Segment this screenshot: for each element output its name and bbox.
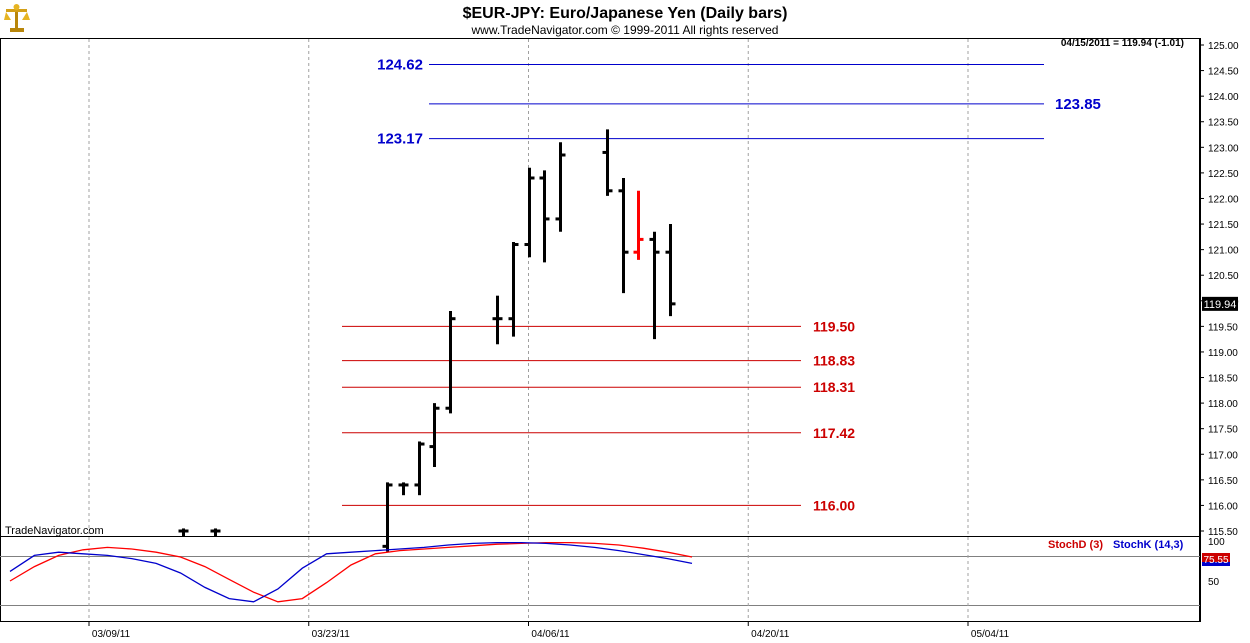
y-tick-label: 116.00 — [1208, 501, 1238, 512]
ohlc-bar — [382, 482, 393, 552]
ohlc-bar — [492, 295, 503, 345]
scales-icon — [4, 4, 30, 32]
y-tick-label: 119.00 — [1208, 348, 1238, 359]
ohlc-bar — [649, 231, 660, 340]
y-tick-label: 123.50 — [1208, 118, 1239, 129]
y-tick-label: 118.00 — [1208, 399, 1238, 410]
level-label: 124.62 — [377, 56, 423, 73]
level-label: 117.42 — [813, 425, 855, 441]
ohlc-bar — [398, 482, 409, 496]
chart-title: $EUR-JPY: Euro/Japanese Yen (Daily bars) — [463, 5, 788, 22]
stoch-d-line — [9, 541, 693, 603]
ohlc-bar — [445, 311, 456, 414]
y-tick-label: 120.50 — [1208, 271, 1239, 282]
y-tick-label: 117.50 — [1208, 425, 1238, 436]
ohlc-bar — [508, 241, 519, 337]
info-readout: 04/15/2011 = 119.94 (-1.01) — [1061, 38, 1184, 49]
y-tick-label: 124.00 — [1208, 92, 1239, 103]
level-label: 123.85 — [1055, 96, 1101, 113]
last-price-tag — [1202, 296, 1238, 311]
ohlc-bar — [539, 170, 550, 263]
x-tick-label: 05/04/11 — [971, 629, 1010, 640]
stoch-tick-label: 100 — [1208, 537, 1225, 548]
ohlc-bar — [210, 528, 221, 537]
y-tick-label: 119.50 — [1208, 322, 1238, 333]
level-label: 116.00 — [813, 497, 855, 513]
level-label: 119.50 — [813, 318, 855, 334]
y-tick-label: 123.00 — [1208, 143, 1239, 154]
y-tick-label: 125.00 — [1208, 41, 1239, 52]
x-tick-label: 03/09/11 — [92, 629, 131, 640]
stoch-value-label: 75.55 — [1203, 555, 1228, 566]
y-tick-label: 124.50 — [1208, 67, 1239, 78]
watermark: TradeNavigator.com — [5, 525, 104, 537]
y-tick-label: 115.50 — [1208, 527, 1238, 538]
x-tick-label: 03/23/11 — [312, 629, 351, 640]
ohlc-bar — [602, 129, 613, 196]
ohlc-bar — [524, 167, 535, 258]
stoch-value-tag-k — [1202, 562, 1230, 566]
stoch-k-line — [9, 541, 693, 603]
ohlc-bar — [618, 178, 629, 294]
ohlc-bar — [665, 224, 676, 317]
ohlc-bar — [178, 528, 189, 537]
y-tick-label: 122.00 — [1208, 194, 1239, 205]
last-price-label: 119.94 — [1204, 299, 1237, 311]
ohlc-bar — [633, 190, 644, 260]
ohlc-bar — [555, 142, 566, 232]
y-tick-label: 121.00 — [1208, 246, 1239, 257]
ohlc-bar — [414, 441, 425, 496]
y-tick-label: 116.50 — [1208, 476, 1238, 487]
plot-frame — [0, 38, 1200, 622]
copyright-text: www.TradeNavigator.com © 1999-2011 All r… — [471, 23, 779, 37]
level-label: 118.31 — [813, 379, 855, 395]
legend-stoch-d: StochD (3) — [1048, 539, 1103, 551]
y-tick-label: 121.50 — [1208, 220, 1239, 231]
level-label: 118.83 — [813, 353, 855, 369]
ohlc-bar — [429, 403, 440, 468]
y-tick-label: 122.50 — [1208, 169, 1239, 180]
stoch-tick-label: 50 — [1208, 577, 1220, 588]
y-tick-label: 118.50 — [1208, 374, 1238, 385]
level-label: 123.17 — [377, 131, 423, 148]
legend-stoch-k: StochK (14,3) — [1113, 539, 1184, 551]
y-tick-label: 117.00 — [1208, 450, 1238, 461]
x-tick-label: 04/20/11 — [751, 629, 790, 640]
x-tick-label: 04/06/11 — [531, 629, 570, 640]
